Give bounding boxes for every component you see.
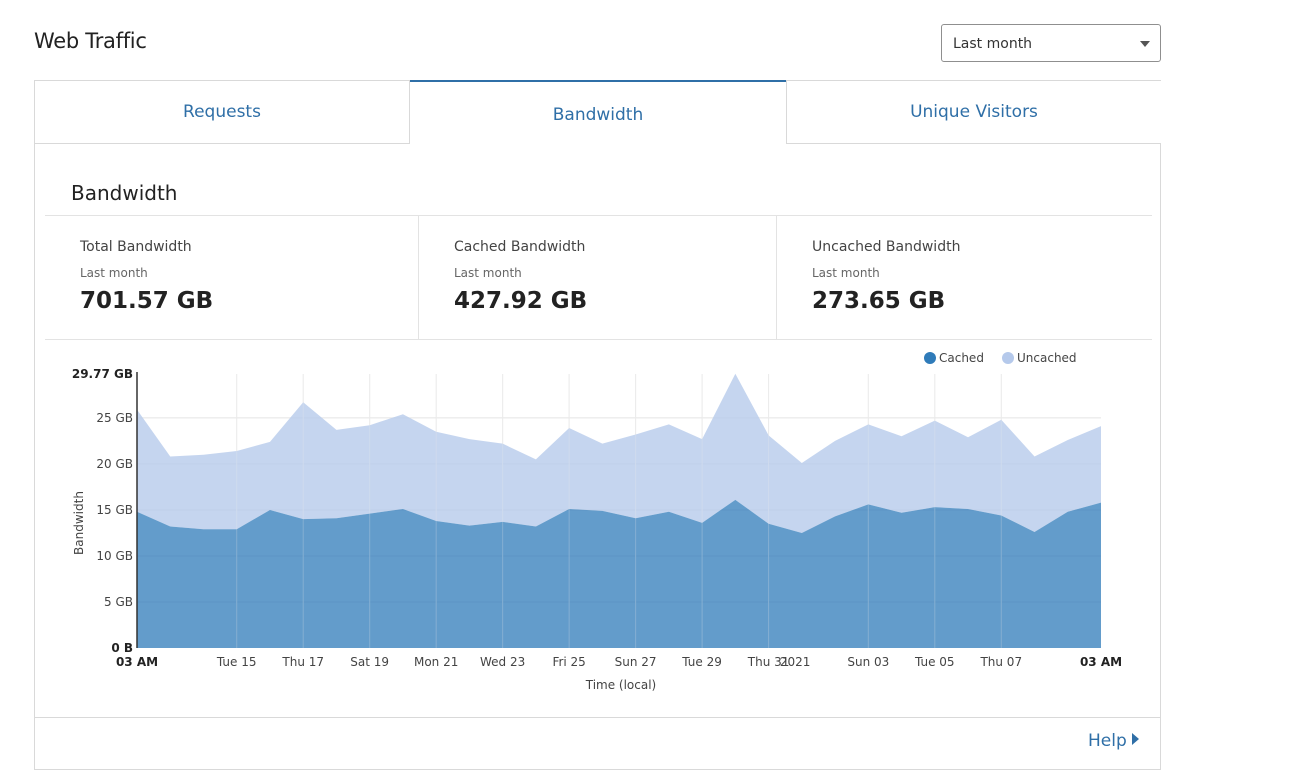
caret-right-icon: [1131, 733, 1139, 745]
tab-unique-visitors[interactable]: Unique Visitors: [786, 81, 1161, 144]
tab-requests[interactable]: Requests: [35, 81, 410, 144]
x-tick-label: Sun 03: [847, 655, 889, 669]
series-area-cached: [137, 499, 1101, 648]
stat-value: 273.65 GB: [812, 288, 946, 314]
x-axis-title: Time (local): [585, 678, 657, 692]
legend-label-uncached: Uncached: [1017, 351, 1077, 365]
tab-label: Requests: [183, 102, 261, 122]
legend-marker-uncached: [1002, 352, 1014, 364]
stat-period: Last month: [454, 266, 522, 280]
help-link[interactable]: Help: [1088, 731, 1139, 751]
stat-label: Uncached Bandwidth: [812, 239, 961, 255]
legend-marker-cached: [924, 352, 936, 364]
y-tick-label: 29.77 GB: [72, 367, 133, 381]
legend-label-cached: Cached: [939, 351, 984, 365]
series-area-uncached: [137, 373, 1101, 533]
x-tick-label: 03 AM: [1080, 655, 1122, 669]
time-range-select[interactable]: Last month: [941, 24, 1161, 62]
y-tick-label: 0 B: [111, 641, 133, 655]
x-tick-label: Mon 21: [414, 655, 458, 669]
chevron-down-icon: [1140, 41, 1150, 47]
stats-row: Total Bandwidth Last month 701.57 GB Cac…: [45, 215, 1152, 340]
y-tick-label: 10 GB: [96, 549, 133, 563]
stat-period: Last month: [812, 266, 880, 280]
time-range-value: Last month: [953, 36, 1033, 52]
tab-label: Unique Visitors: [910, 102, 1038, 122]
web-traffic-card: Requests Bandwidth Unique Visitors Bandw…: [34, 80, 1161, 770]
x-tick-label: 2021: [780, 655, 811, 669]
stat-period: Last month: [80, 266, 148, 280]
stat-total-bandwidth: Total Bandwidth Last month 701.57 GB: [45, 216, 419, 339]
stat-uncached-bandwidth: Uncached Bandwidth Last month 273.65 GB: [777, 216, 1152, 339]
stat-value: 701.57 GB: [80, 288, 214, 314]
section-title: Bandwidth: [71, 181, 178, 205]
y-tick-label: 20 GB: [96, 457, 133, 471]
x-tick-label: Tue 05: [914, 655, 955, 669]
x-tick-label: Thu 07: [979, 655, 1022, 669]
x-tick-label: 03 AM: [116, 655, 158, 669]
stat-label: Cached Bandwidth: [454, 239, 586, 255]
help-label: Help: [1088, 731, 1127, 751]
x-tick-label: Thu 17: [281, 655, 324, 669]
tab-label: Bandwidth: [552, 105, 644, 125]
footer-divider: [35, 717, 1160, 718]
stat-cached-bandwidth: Cached Bandwidth Last month 427.92 GB: [419, 216, 777, 339]
y-axis-title: Bandwidth: [72, 491, 86, 555]
tab-bandwidth[interactable]: Bandwidth: [410, 80, 786, 144]
y-tick-label: 15 GB: [96, 503, 133, 517]
x-tick-label: Sun 27: [615, 655, 657, 669]
stat-label: Total Bandwidth: [80, 239, 192, 255]
stat-value: 427.92 GB: [454, 288, 588, 314]
x-tick-label: Thu 31: [747, 655, 790, 669]
page-title: Web Traffic: [34, 29, 147, 53]
y-tick-label: 5 GB: [104, 595, 133, 609]
x-tick-label: Tue 15: [216, 655, 257, 669]
x-tick-label: Tue 29: [681, 655, 722, 669]
x-tick-label: Fri 25: [552, 655, 585, 669]
y-tick-label: 25 GB: [96, 411, 133, 425]
bandwidth-chart: 0 B 5 GB 10 GB 15 GB 20 GB 25 GB 29.77 GB 03 AM…: [72, 351, 1122, 692]
x-tick-label: Wed 23: [480, 655, 525, 669]
x-tick-label: Sat 19: [350, 655, 389, 669]
